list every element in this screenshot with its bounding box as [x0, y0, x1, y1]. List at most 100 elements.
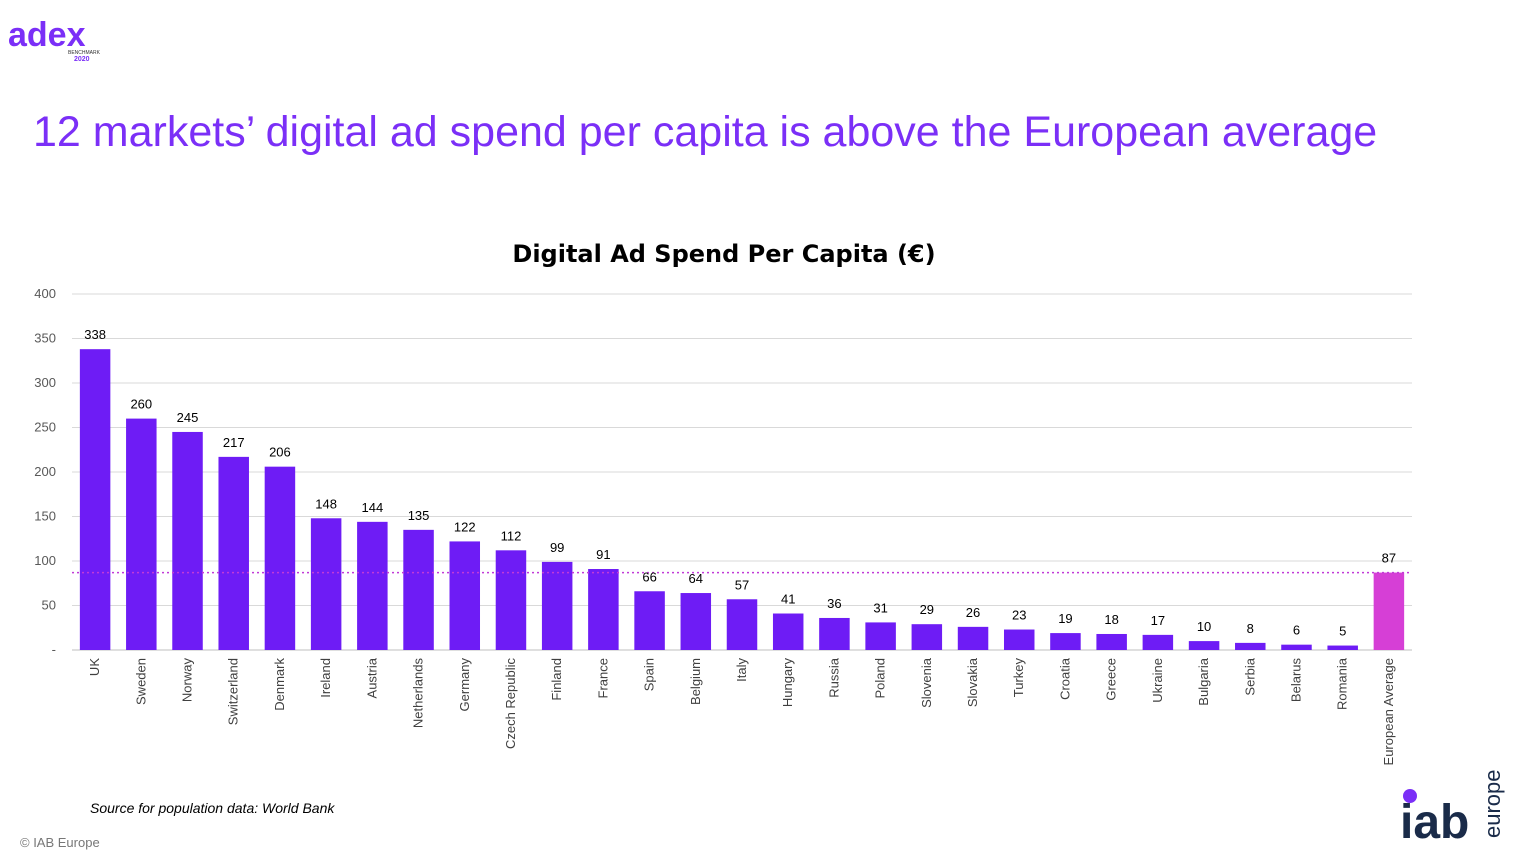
- data-label: 122: [454, 519, 476, 534]
- data-label: 29: [920, 602, 934, 617]
- data-label: 112: [501, 528, 522, 543]
- data-label: 135: [408, 508, 430, 523]
- bar: [726, 599, 758, 650]
- y-tick-label: 200: [34, 464, 56, 479]
- adex-logo: adex BENCHMARK 2020: [8, 16, 101, 63]
- x-tick-label: Turkey: [1011, 658, 1026, 698]
- data-label: 91: [596, 547, 610, 562]
- x-tick-label: Germany: [457, 658, 472, 712]
- bar: [172, 431, 203, 650]
- data-label: 148: [315, 496, 337, 511]
- bar: [1003, 629, 1035, 650]
- x-axis-ticks: UK Sweden Norway Switzerland Denmark Ireland A…: [87, 657, 1396, 765]
- x-tick-label: Hungary: [780, 658, 795, 708]
- x-tick-label: Belgium: [688, 658, 703, 705]
- x-tick-label: UK: [87, 658, 102, 676]
- data-label: 31: [873, 600, 887, 615]
- x-tick-label: Ireland: [318, 658, 333, 698]
- bar: [1235, 642, 1266, 650]
- data-label: 17: [1151, 613, 1165, 628]
- x-tick-label: Slovakia: [965, 657, 980, 707]
- x-tick-label: Sweden: [133, 658, 148, 705]
- bar: [541, 561, 573, 650]
- x-tick-label: Romania: [1335, 657, 1350, 710]
- bar: [403, 529, 434, 650]
- logo-dot-icon: [1403, 789, 1417, 803]
- y-tick-label: 100: [34, 553, 56, 568]
- bar: [680, 593, 712, 650]
- y-tick-label: 300: [34, 375, 56, 390]
- y-tick-label: 50: [42, 598, 56, 613]
- x-tick-label: Ukraine: [1150, 658, 1165, 703]
- x-tick-label: Italy: [734, 658, 749, 682]
- bar: [1327, 645, 1358, 650]
- bar: [1188, 641, 1220, 650]
- x-tick-label: Netherlands: [411, 658, 426, 729]
- data-label: 23: [1012, 608, 1026, 623]
- bar: [819, 617, 850, 650]
- x-tick-label: Bulgaria: [1196, 657, 1211, 705]
- x-tick-label: Norway: [180, 658, 195, 703]
- bar: [357, 521, 388, 650]
- x-tick-label: France: [595, 658, 610, 698]
- bar: [865, 622, 896, 650]
- bar: [1142, 634, 1174, 650]
- x-tick-label: Switzerland: [226, 658, 241, 725]
- x-tick-label: Austria: [364, 657, 379, 698]
- x-tick-label: European Average: [1381, 658, 1396, 765]
- data-labels: 338 260 245 217 206 148 144 135 122 112 99 91 66 64 57…: [84, 327, 1396, 638]
- chart-title: Digital Ad Spend Per Capita (€): [512, 240, 936, 268]
- data-label: 19: [1058, 611, 1072, 626]
- adex-wordmark: adex: [8, 16, 86, 54]
- y-tick-label: 400: [34, 286, 56, 301]
- data-label: 5: [1339, 624, 1346, 639]
- bar: [1050, 633, 1081, 650]
- bar: [911, 624, 943, 650]
- data-label: 245: [177, 410, 199, 425]
- x-tick-label: Slovenia: [919, 657, 934, 708]
- bars: [79, 349, 1405, 650]
- y-tick-label: 350: [34, 331, 56, 346]
- iab-wordmark: iab: [1400, 796, 1469, 848]
- data-label: 87: [1382, 551, 1396, 566]
- y-tick-label: 250: [34, 420, 56, 435]
- y-axis-ticks: - 50 100 150 200 250 300 350 400: [34, 286, 56, 657]
- bar: [495, 550, 527, 650]
- data-label: 6: [1293, 623, 1300, 638]
- bar: [1096, 633, 1127, 650]
- data-label: 260: [130, 397, 152, 412]
- data-label: 57: [735, 577, 749, 592]
- bar: [126, 418, 157, 650]
- x-tick-label: Russia: [826, 657, 841, 698]
- data-label: 26: [966, 605, 980, 620]
- x-tick-label: Croatia: [1057, 657, 1072, 700]
- data-label: 206: [269, 445, 291, 460]
- copyright-text: © IAB Europe: [20, 835, 100, 850]
- data-label: 41: [781, 592, 795, 607]
- slide-title: 12 markets’ digital ad spend per capita …: [33, 108, 1378, 156]
- data-label: 99: [550, 540, 564, 555]
- y-tick-label: -: [52, 642, 56, 657]
- x-tick-label: Greece: [1104, 658, 1119, 701]
- x-tick-label: Belarus: [1288, 658, 1303, 703]
- iab-europe-logo: iab europe: [1400, 769, 1505, 848]
- bar: [957, 626, 989, 650]
- data-label: 338: [84, 327, 106, 342]
- adex-year: 2020: [74, 56, 90, 63]
- data-label: 8: [1247, 621, 1254, 636]
- x-tick-label: Czech Republic: [503, 658, 518, 750]
- adex-subtitle: BENCHMARK: [68, 50, 101, 56]
- bar: [449, 541, 481, 650]
- x-tick-label: Serbia: [1242, 657, 1257, 695]
- bar: [264, 466, 296, 650]
- bar: [772, 613, 804, 650]
- europe-wordmark: europe: [1480, 769, 1505, 838]
- data-label: 10: [1197, 619, 1211, 634]
- bar: [218, 456, 249, 650]
- bar: [1281, 644, 1312, 650]
- bar: [634, 591, 665, 650]
- bar: [588, 569, 619, 650]
- source-note: Source for population data: World Bank: [90, 800, 335, 816]
- x-tick-label: Denmark: [272, 658, 287, 711]
